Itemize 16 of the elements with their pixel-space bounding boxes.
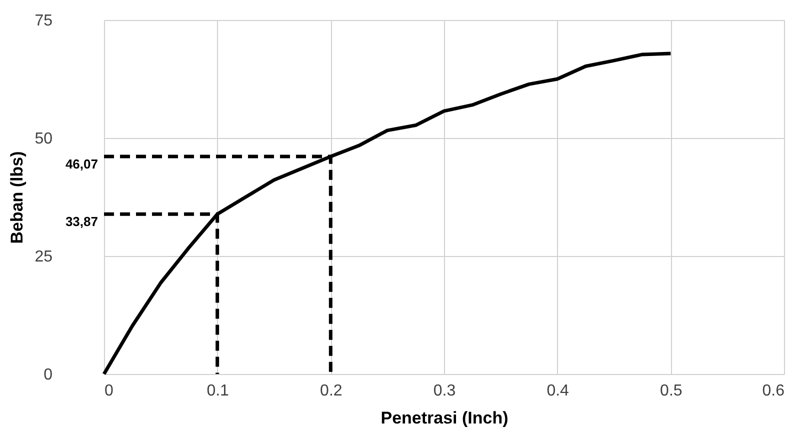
x-tick-label: 0 (104, 382, 114, 400)
x-tick-label: 0.5 (660, 382, 682, 400)
x-tick-label: 0.4 (546, 382, 570, 400)
x-tick-label: 0.6 (762, 382, 785, 400)
y-tick-label: 25 (34, 248, 53, 266)
x-tick-label: 0.2 (320, 382, 342, 400)
x-tick-label: 0.3 (433, 382, 456, 400)
line-series (102, 52, 672, 376)
y-tick-label: 50 (34, 130, 53, 148)
annotation: 46,07 (65, 156, 98, 172)
annotation: 33,87 (65, 214, 98, 230)
y-axis-title: Beban (lbs) (8, 151, 27, 244)
x-tick-label: 0.1 (206, 382, 230, 400)
x-axis-title: Penetrasi (Inch) (380, 408, 508, 428)
y-tick-label: 0 (44, 366, 53, 384)
y-tick-label: 75 (34, 12, 53, 30)
